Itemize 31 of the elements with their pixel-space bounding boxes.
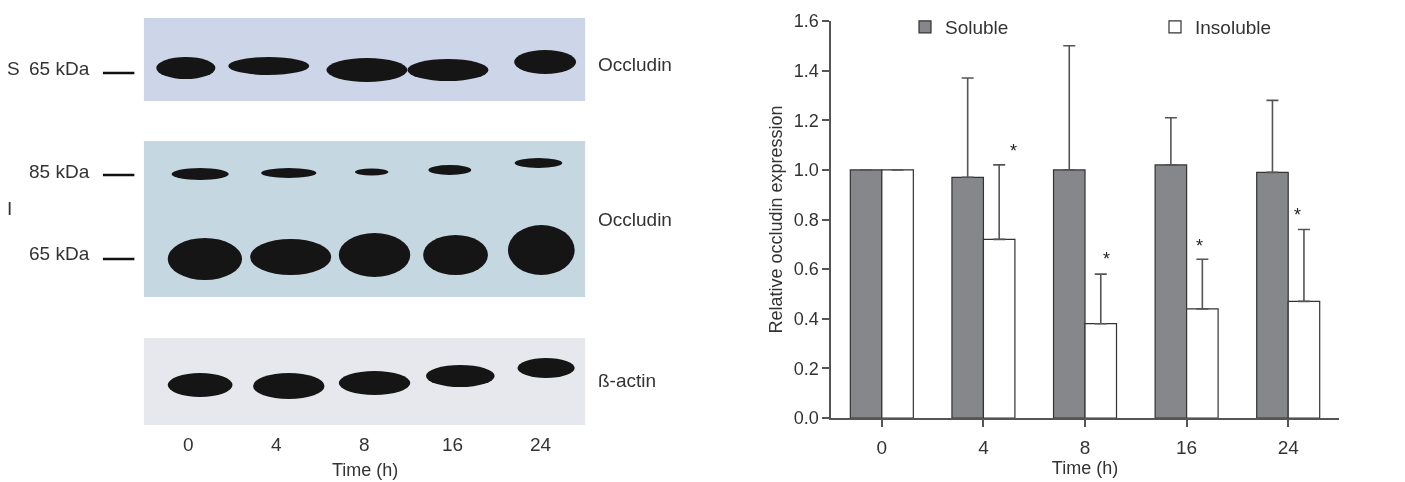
x-tick-label: 4 xyxy=(978,436,990,458)
y-tick-label: 0.0 xyxy=(793,408,819,429)
y-tick-label: 1.6 xyxy=(793,11,819,32)
x-axis-title: Time (h) xyxy=(1051,457,1119,478)
annotation: * xyxy=(1010,141,1018,161)
y-tick-label: 0.4 xyxy=(793,309,819,330)
legend-label: Insoluble xyxy=(1195,17,1272,39)
text: 85 kDa xyxy=(29,161,90,182)
annotation: * xyxy=(1103,249,1111,269)
y-tick-label: 0.8 xyxy=(793,209,819,230)
text: I xyxy=(7,198,13,219)
annotation: * xyxy=(1196,236,1204,256)
text: 65 kDa xyxy=(29,58,90,79)
y-tick-label: 1.4 xyxy=(793,60,819,81)
text: Occludin xyxy=(598,54,672,75)
text: Occludin xyxy=(598,209,672,230)
y-tick-label: 1.0 xyxy=(793,160,819,181)
text: 65 kDa xyxy=(29,243,90,264)
text: Time (h) xyxy=(332,460,399,480)
y-axis-title: Relative occludin expression xyxy=(766,105,787,334)
text: S xyxy=(7,58,20,79)
x-tick-label: 24 xyxy=(1277,436,1300,458)
x-tick-label: 8 xyxy=(1079,436,1091,458)
y-tick-label: 1.2 xyxy=(793,110,819,131)
legend-label: Soluble xyxy=(945,17,1009,39)
x-tick-label: 0 xyxy=(876,436,888,458)
text: ß-actin xyxy=(598,370,657,391)
y-tick-label: 0.2 xyxy=(793,358,819,379)
annotation: * xyxy=(1294,205,1302,225)
x-tick-label: 16 xyxy=(1176,436,1198,458)
y-tick-label: 0.6 xyxy=(793,259,819,280)
